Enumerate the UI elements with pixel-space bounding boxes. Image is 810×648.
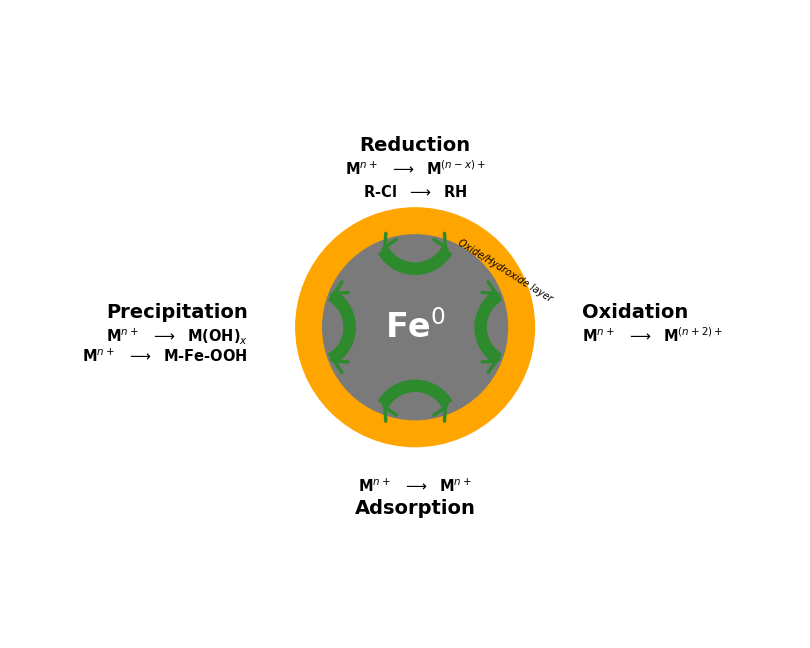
Circle shape: [296, 208, 535, 446]
Text: R-Cl  $\longrightarrow$  RH: R-Cl $\longrightarrow$ RH: [363, 184, 467, 200]
Text: M$^{n+}$  $\longrightarrow$  M$^{n+}$: M$^{n+}$ $\longrightarrow$ M$^{n+}$: [358, 477, 472, 494]
Text: Fe$^0$: Fe$^0$: [385, 310, 446, 345]
Text: Adsorption: Adsorption: [355, 500, 475, 518]
Text: Precipitation: Precipitation: [106, 303, 248, 322]
Text: M$^{n+}$  $\longrightarrow$  M-Fe-OOH: M$^{n+}$ $\longrightarrow$ M-Fe-OOH: [83, 348, 248, 365]
Text: M$^{n+}$  $\longrightarrow$  M(OH)$_x$: M$^{n+}$ $\longrightarrow$ M(OH)$_x$: [106, 326, 248, 346]
Text: M$^{n+}$  $\longrightarrow$  M$^{(n+2)+}$: M$^{n+}$ $\longrightarrow$ M$^{(n+2)+}$: [582, 327, 723, 345]
Text: Oxidation: Oxidation: [582, 303, 688, 322]
Text: M$^{n+}$  $\longrightarrow$  M$^{(n-x)+}$: M$^{n+}$ $\longrightarrow$ M$^{(n-x)+}$: [345, 159, 485, 178]
Text: Reduction: Reduction: [360, 136, 471, 155]
Text: Oxide/Hydroxide layer: Oxide/Hydroxide layer: [456, 238, 554, 305]
Circle shape: [322, 235, 508, 420]
